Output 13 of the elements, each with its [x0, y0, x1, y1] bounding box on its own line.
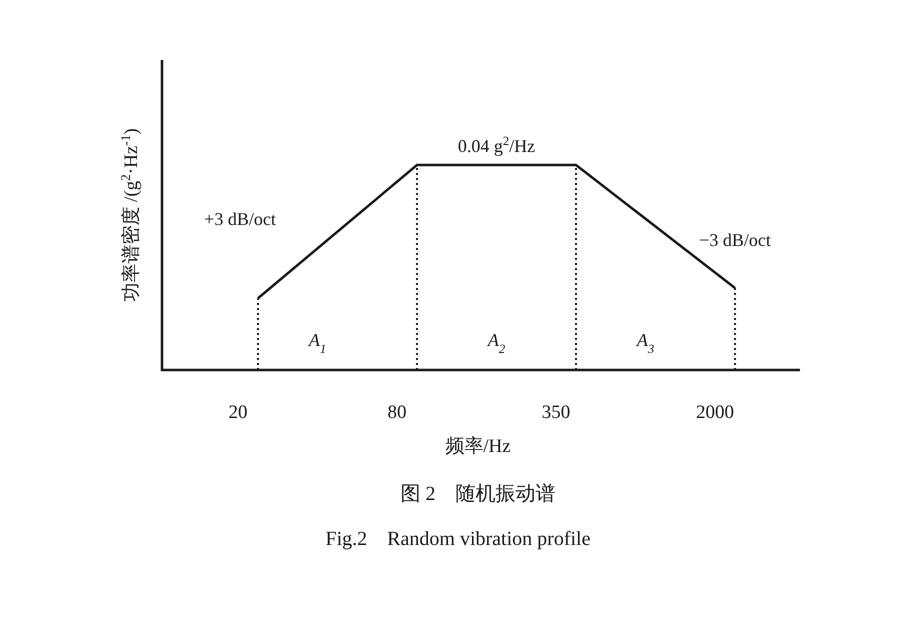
x-tick-label: 20 [228, 402, 248, 423]
text: 0.04 g$^{2}$/Hz [458, 134, 536, 156]
annotation: A$_{2}$ [486, 330, 506, 356]
annotation: A$_{3}$ [636, 330, 654, 356]
x-tick-label: 2000 [696, 402, 734, 423]
annotation: +3 dB/oct [204, 209, 276, 229]
annotation: A$_{1}$ [308, 330, 326, 356]
x-tick-label: 80 [388, 402, 406, 423]
x-axis-title: 频率/Hz [445, 435, 511, 457]
annotation: −3 dB/oct [699, 230, 771, 250]
caption: Fig.2 Random vibration profile [326, 528, 591, 550]
x-tick-label: 350 [542, 402, 570, 423]
caption: 图 2 随机振动谱 [400, 483, 556, 505]
